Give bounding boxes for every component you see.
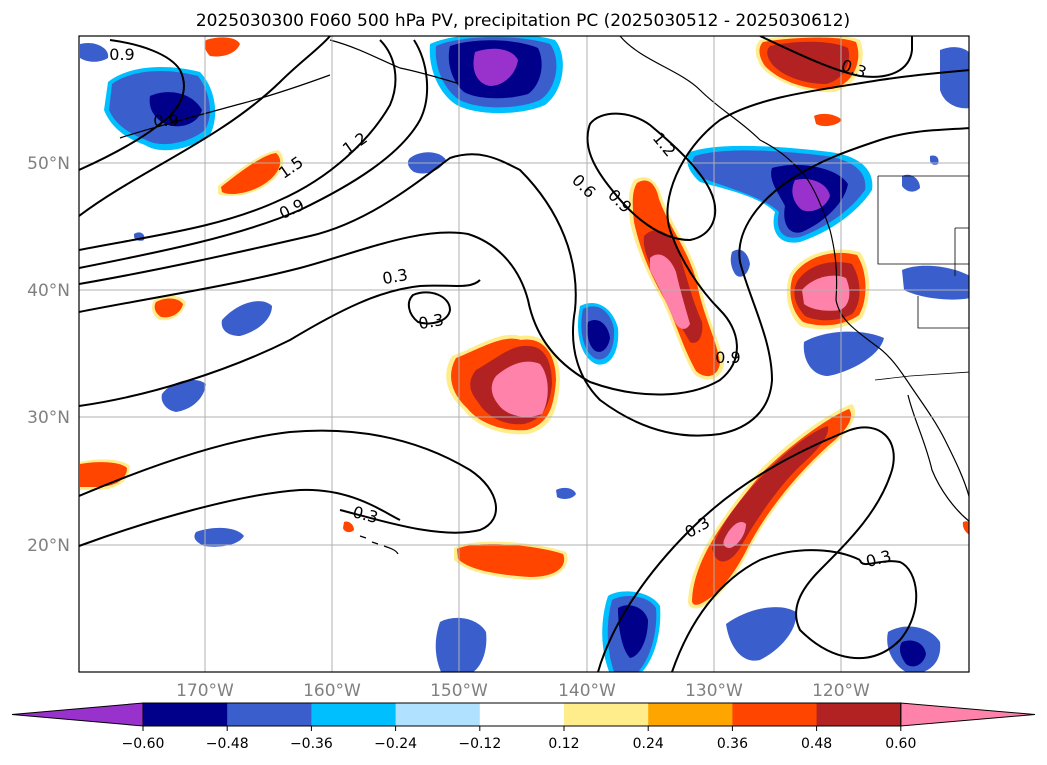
colorbar-segment xyxy=(143,703,228,726)
pv-contour xyxy=(597,426,918,672)
positive-anomaly-region xyxy=(786,249,870,330)
alaska-coast xyxy=(329,39,461,85)
map-panel: 0.9 0.9 1.2 1.5 0.9 0.3 0.3 0.3 1.2 0.6 … xyxy=(78,35,970,673)
colorbar-segment xyxy=(564,703,649,726)
contour-label: 0.9 xyxy=(715,348,740,367)
colorbar-tick-label: 0.24 xyxy=(633,736,664,752)
colorbar-segment xyxy=(479,703,565,726)
colorbar-segment xyxy=(395,703,481,726)
negative-anomaly-region xyxy=(577,302,619,365)
pv-contour xyxy=(79,39,429,269)
latitude-labels: 50°N 40°N 30°N 20°N xyxy=(27,154,70,556)
colorbar-tick-label: −0.60 xyxy=(122,736,165,752)
pv-contour xyxy=(79,39,397,251)
colorbar-segment xyxy=(227,703,312,726)
lon-label: 160°W xyxy=(303,681,361,701)
pv-contour xyxy=(79,36,331,217)
negative-anomaly-region xyxy=(602,591,661,672)
baja-peninsula xyxy=(907,394,969,522)
border-state xyxy=(954,227,969,276)
lon-label: 120°W xyxy=(812,681,870,701)
pv-contour xyxy=(79,279,481,407)
pv-contour xyxy=(407,291,452,325)
colorbar-tick-label: 0.48 xyxy=(801,736,832,752)
colorbar-extend-max xyxy=(900,702,1036,727)
aleutian-islands xyxy=(119,74,331,139)
border-state xyxy=(917,296,969,329)
longitude-labels: 170°W 160°W 150°W 140°W 130°W 120°W xyxy=(176,681,870,701)
colorbar-tick-label: 0.60 xyxy=(885,736,916,752)
lon-label: 150°W xyxy=(430,681,488,701)
pv-contour xyxy=(79,429,497,534)
contour-label: 0.9 xyxy=(153,111,178,130)
colorbar-segment xyxy=(816,703,902,726)
hawaiian-islands xyxy=(359,535,399,555)
negative-anomaly-region xyxy=(80,42,969,672)
colorbar-frame xyxy=(142,702,902,727)
colorbar-tick-label: −0.12 xyxy=(458,736,501,752)
map-title: 2025030300 F060 500 hPa PV, precipitatio… xyxy=(196,11,850,31)
colorbar-segment xyxy=(648,703,733,726)
colorbar-tick-label: −0.48 xyxy=(206,736,249,752)
pv-contour xyxy=(79,488,401,547)
contour-label: 0.3 xyxy=(417,310,445,333)
lat-label: 50°N xyxy=(27,154,70,174)
pv-contour xyxy=(759,36,913,78)
map-frame xyxy=(78,35,970,673)
colorbar-extend-min xyxy=(11,702,144,727)
positive-anomaly-region xyxy=(446,334,560,435)
colorbar-tick-label: 0.36 xyxy=(717,736,748,752)
lat-label: 20°N xyxy=(27,536,70,556)
coastlines xyxy=(119,36,969,555)
borders xyxy=(874,175,969,381)
colorbar-segment xyxy=(311,703,397,726)
pv-contour xyxy=(586,112,717,242)
lat-label: 30°N xyxy=(27,408,70,428)
pv-contour xyxy=(79,69,969,396)
colorbar: −0.60 −0.48 −0.36 −0.24 −0.12 0.12 0.24 0.36 0.4… xyxy=(11,702,1036,752)
positive-anomaly-region xyxy=(688,404,856,609)
pv-contour xyxy=(671,549,861,672)
lon-label: 170°W xyxy=(176,681,234,701)
contour-label: 0.9 xyxy=(109,45,134,64)
colorbar-tick-label: 0.12 xyxy=(548,736,579,752)
colorbar-tick-label: −0.24 xyxy=(374,736,417,752)
border-us-mexico xyxy=(874,371,969,381)
lon-label: 140°W xyxy=(558,681,616,701)
pv-contour xyxy=(79,39,185,171)
precip-pc-fill xyxy=(80,36,969,672)
lat-label: 40°N xyxy=(27,281,70,301)
pv-contour xyxy=(79,127,969,437)
lon-label: 130°W xyxy=(685,681,743,701)
colorbar-tick-label: −0.36 xyxy=(290,736,333,752)
contour-label: 0.3 xyxy=(381,265,409,288)
north-america-coast xyxy=(619,36,969,499)
colorbar-segment xyxy=(732,703,818,726)
border-state xyxy=(877,176,969,265)
pv-contours xyxy=(79,36,969,672)
negative-anomaly-region xyxy=(429,36,563,114)
